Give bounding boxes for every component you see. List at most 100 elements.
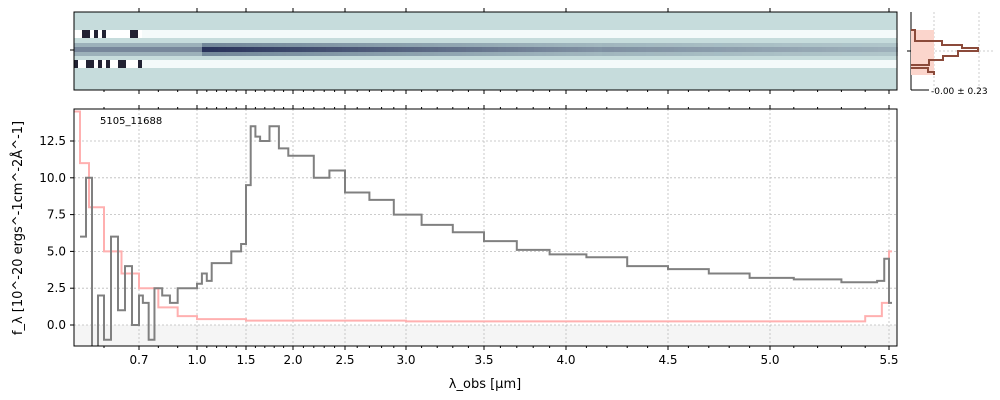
2d-pixel xyxy=(770,47,774,52)
2d-pixel xyxy=(610,60,614,68)
2d-pixel xyxy=(254,60,258,68)
2d-pixel xyxy=(190,30,194,38)
2d-pixel xyxy=(146,60,150,68)
2d-pixel xyxy=(710,52,714,56)
2d-pixel xyxy=(578,47,582,52)
2d-pixel xyxy=(702,47,706,52)
2d-pixel xyxy=(358,52,362,56)
2d-pixel xyxy=(74,30,78,38)
2d-pixel xyxy=(490,43,494,47)
2d-pixel xyxy=(870,47,874,52)
2d-pixel xyxy=(790,30,794,38)
2d-pixel xyxy=(702,43,706,47)
2d-pixel xyxy=(746,30,750,38)
2d-pixel xyxy=(262,30,266,38)
2d-pixel xyxy=(514,52,518,56)
2d-pixel xyxy=(594,47,598,52)
2d-pixel xyxy=(846,43,850,47)
2d-pixel xyxy=(782,43,786,47)
2d-pixel xyxy=(470,30,474,38)
2d-pixel xyxy=(810,47,814,52)
2d-pixel xyxy=(618,47,622,52)
2d-pixel xyxy=(414,60,418,68)
2d-pixel xyxy=(482,60,486,68)
2d-pixel xyxy=(162,30,166,38)
2d-pixel xyxy=(622,43,626,47)
2d-pixel xyxy=(126,30,130,38)
2d-pixel xyxy=(462,52,466,56)
2d-pixel xyxy=(250,60,254,68)
2d-pixel xyxy=(266,47,270,52)
2d-pixel xyxy=(450,30,454,38)
2d-pixel xyxy=(294,43,298,47)
2d-pixel xyxy=(322,52,326,56)
2d-pixel xyxy=(310,52,314,56)
2d-pixel xyxy=(530,47,534,52)
2d-pixel xyxy=(378,52,382,56)
2d-pixel xyxy=(98,47,102,52)
2d-pixel xyxy=(110,43,114,47)
2d-pixel xyxy=(462,60,466,68)
2d-pixel xyxy=(726,60,730,68)
2d-pixel xyxy=(710,30,714,38)
2d-pixel xyxy=(830,47,834,52)
2d-pixel xyxy=(714,47,718,52)
2d-pixel xyxy=(422,30,426,38)
2d-pixel xyxy=(518,52,522,56)
2d-pixel xyxy=(90,30,94,38)
2d-pixel xyxy=(274,52,278,56)
2d-pixel xyxy=(602,47,606,52)
2d-pixel xyxy=(306,47,310,52)
main-plot-frame xyxy=(74,109,897,346)
2d-pixel xyxy=(598,30,602,38)
x-tick-label: 4.5 xyxy=(658,353,677,367)
2d-pixel xyxy=(650,52,654,56)
2d-pixel xyxy=(122,47,126,52)
2d-pixel xyxy=(618,60,622,68)
2d-pixel xyxy=(718,30,722,38)
2d-pixel xyxy=(794,30,798,38)
2d-pixel xyxy=(134,47,138,52)
2d-pixel xyxy=(582,47,586,52)
2d-pixel xyxy=(514,43,518,47)
2d-pixel xyxy=(670,52,674,56)
2d-pixel xyxy=(426,52,430,56)
2d-pixel xyxy=(366,43,370,47)
2d-pixel xyxy=(886,30,890,38)
2d-pixel xyxy=(802,30,806,38)
2d-pixel xyxy=(734,52,738,56)
2d-pixel xyxy=(878,52,882,56)
2d-pixel xyxy=(418,47,422,52)
2d-pixel xyxy=(478,52,482,56)
2d-pixel xyxy=(706,43,710,47)
2d-pixel xyxy=(686,43,690,47)
2d-pixel xyxy=(826,47,830,52)
2d-pixel xyxy=(270,43,274,47)
2d-pixel xyxy=(798,52,802,56)
2d-pixel xyxy=(754,30,758,38)
2d-pixel xyxy=(638,43,642,47)
2d-pixel xyxy=(502,52,506,56)
2d-pixel xyxy=(174,30,178,38)
2d-pixel xyxy=(490,60,494,68)
2d-pixel xyxy=(306,43,310,47)
2d-pixel xyxy=(598,43,602,47)
2d-pixel xyxy=(374,47,378,52)
2d-pixel xyxy=(534,47,538,52)
2d-pixel xyxy=(394,52,398,56)
2d-pixel xyxy=(726,47,730,52)
2d-pixel xyxy=(678,52,682,56)
2d-pixel xyxy=(334,52,338,56)
2d-pixel xyxy=(510,52,514,56)
2d-pixel xyxy=(618,43,622,47)
2d-pixel xyxy=(614,43,618,47)
2d-pixel xyxy=(578,52,582,56)
2d-pixel xyxy=(682,43,686,47)
2d-pixel xyxy=(82,52,86,56)
2d-pixel xyxy=(722,60,726,68)
2d-pixel xyxy=(214,30,218,38)
2d-pixel xyxy=(602,43,606,47)
2d-pixel xyxy=(442,43,446,47)
2d-pixel xyxy=(230,30,234,38)
2d-pixel xyxy=(286,52,290,56)
